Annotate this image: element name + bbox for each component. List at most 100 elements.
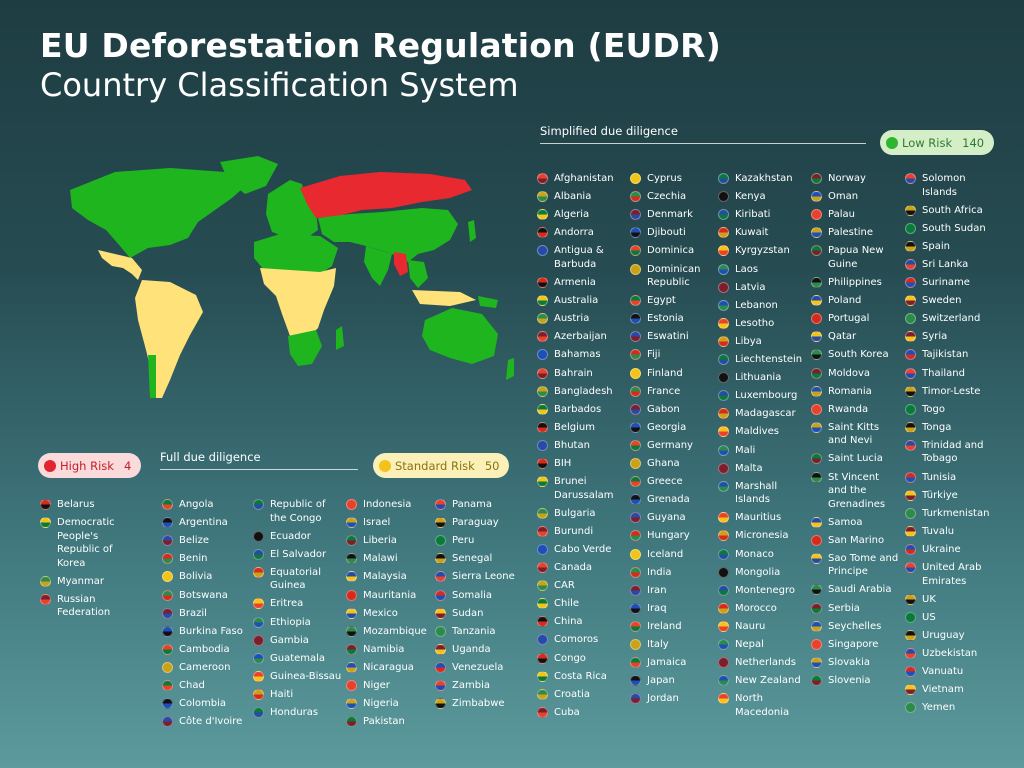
country-entry: Uzbekistan [905, 647, 995, 661]
country-name: St Vincent and the Grenadines [828, 471, 886, 510]
map-region-central-africa [260, 268, 336, 342]
country-name: Cambodia [179, 643, 230, 655]
country-entry: Saint Kitts and Nevi [811, 421, 901, 448]
country-entry: Japan [630, 674, 714, 688]
country-name: Bulgaria [554, 507, 596, 519]
country-name: Ireland [647, 620, 682, 632]
country-name: Vietnam [922, 684, 964, 696]
flag-icon [905, 349, 916, 361]
country-name: Saudi Arabia [828, 584, 892, 596]
country-entry: Czechia [630, 190, 714, 204]
flag-icon [811, 584, 822, 596]
flag-icon [630, 476, 641, 488]
country-name: BIH [554, 458, 572, 469]
country-entry: Guatemala [253, 652, 343, 666]
country-name: Trinidad and Tobago [922, 439, 984, 465]
country-entry: Syria [905, 330, 995, 344]
country-entry: Mauritania [346, 589, 432, 603]
country-name: Namibia [363, 643, 405, 655]
country-name: Estonia [647, 313, 684, 325]
flag-icon [630, 657, 641, 669]
country-name: Romania [828, 385, 872, 397]
country-name: Madagascar [735, 408, 796, 420]
country-entry: Greece [630, 475, 714, 489]
flag-icon [346, 499, 357, 510]
country-name: Dominica [647, 245, 695, 257]
flag-icon [537, 562, 548, 573]
flag-icon [811, 227, 822, 239]
flag-icon [537, 706, 548, 718]
flag-icon [630, 209, 641, 221]
country-entry: Sweden [905, 294, 995, 308]
flag-icon [630, 675, 641, 687]
flag-icon [811, 191, 822, 203]
world-map [70, 156, 514, 398]
map-region-madagascar [336, 326, 344, 350]
flag-icon [630, 548, 641, 560]
country-name: Egypt [647, 295, 676, 307]
flag-icon [905, 525, 916, 537]
country-entry: Paraguay [435, 516, 521, 530]
flag-icon [537, 670, 548, 682]
flag-icon [630, 313, 641, 325]
country-name: Azerbaijan [554, 331, 607, 343]
flag-icon [811, 656, 822, 668]
country-entry: Solomon Islands [905, 172, 995, 199]
country-entry: Turkmenistan [905, 507, 995, 521]
flag-icon [537, 173, 548, 184]
flag-icon [905, 702, 916, 714]
country-name: Comoros [554, 634, 599, 646]
flag-icon [435, 643, 446, 655]
country-entry: Suriname [905, 276, 995, 290]
flag-icon [718, 444, 729, 456]
country-name: Liechtenstein [735, 354, 803, 365]
country-name: Venezuela [452, 661, 504, 673]
country-name: Guinea-Bissau [270, 670, 342, 682]
country-name: Zimbabwe [452, 698, 505, 710]
country-entry: Russian Federation [40, 593, 140, 620]
country-name: Liberia [363, 535, 397, 547]
flag-icon [718, 408, 729, 420]
high-risk-label: High Risk [60, 458, 114, 473]
map-region-greenland [220, 156, 278, 194]
flag-icon [162, 680, 173, 691]
country-entry: Slovakia [811, 656, 901, 670]
country-entry: Sierra Leone [435, 570, 521, 584]
country-name: Grenada [647, 494, 690, 506]
flag-icon [435, 517, 446, 529]
country-name: Benin [179, 553, 208, 565]
country-entry: Kyrgyzstan [718, 244, 804, 258]
country-entry: Honduras [253, 706, 343, 720]
country-entry: Singapore [811, 638, 901, 652]
country-name: Chad [179, 680, 205, 691]
flag-icon [905, 507, 916, 519]
flag-icon [905, 629, 916, 641]
flag-icon [905, 222, 916, 234]
country-entry: Vietnam [905, 683, 995, 697]
flag-icon [630, 530, 641, 542]
country-name: San Marino [828, 534, 885, 546]
map-region-india [364, 246, 392, 286]
country-name: Albania [554, 191, 592, 203]
country-entry: United Arab Emirates [905, 561, 995, 588]
flag-icon [630, 331, 641, 343]
flag-icon [435, 680, 446, 691]
country-entry: Thailand [905, 367, 995, 381]
country-entry: Georgia [630, 421, 714, 435]
country-name: Democratic People's Republic of Korea [57, 517, 115, 569]
flag-icon [718, 462, 729, 474]
flag-icon [718, 299, 729, 311]
country-entry: Congo [537, 652, 622, 666]
country-name: France [647, 385, 681, 397]
flag-icon [346, 716, 357, 728]
flag-icon [537, 421, 548, 433]
country-entry: Tajikistan [905, 348, 995, 362]
country-name: Suriname [922, 277, 970, 288]
flag-icon [346, 535, 357, 547]
country-name: Malawi [363, 553, 398, 565]
country-entry: Oman [811, 190, 901, 204]
country-entry: Iran [630, 584, 714, 598]
flag-icon [718, 426, 729, 438]
country-name: Republic of the Congo [270, 499, 326, 524]
country-entry: Democratic People's Republic of Korea [40, 516, 140, 570]
